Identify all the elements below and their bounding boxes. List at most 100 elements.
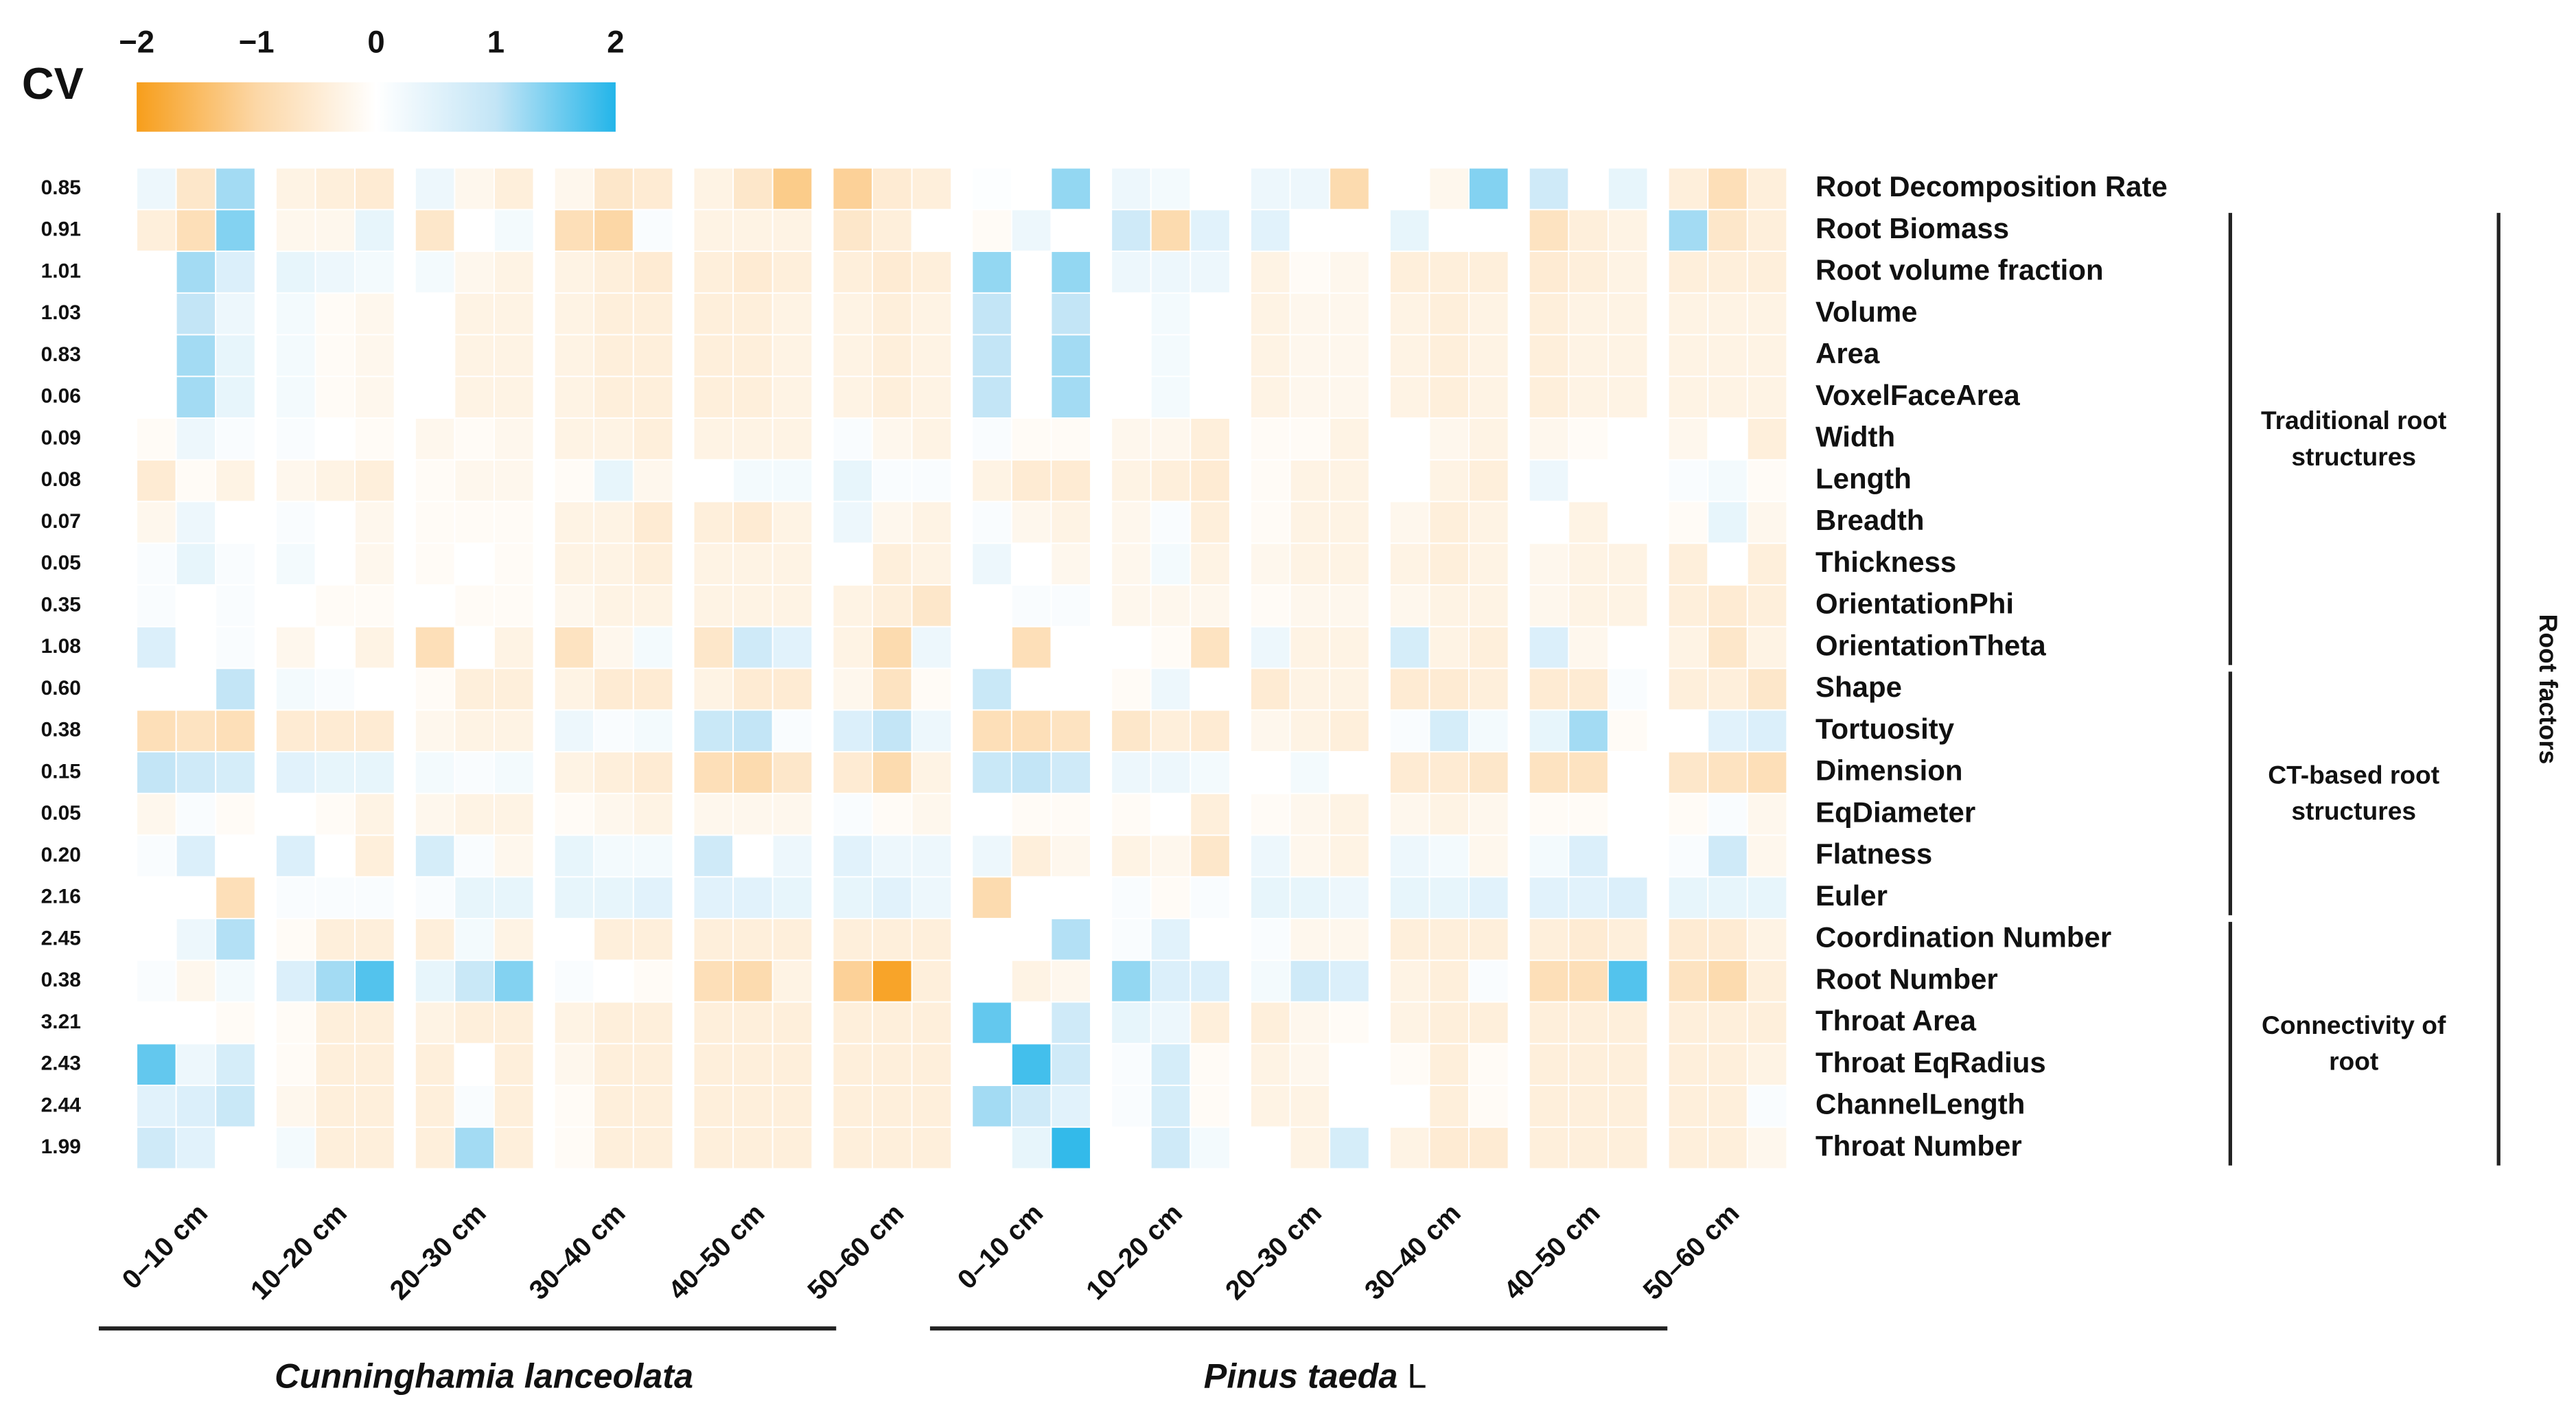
heatmap-cell [1746,876,1788,920]
heatmap-cell [1389,1001,1430,1045]
heatmap-cell [1111,459,1152,503]
heatmap-cell [1468,292,1509,336]
heatmap-cell [1568,876,1609,920]
heatmap-cell [1250,625,1291,669]
heatmap-cell [136,876,177,920]
heatmap-cell [971,918,1012,961]
heatmap-cell [215,209,256,253]
heatmap-cell [275,500,316,544]
heatmap-cell [732,1001,774,1045]
heatmap-cell [1468,542,1509,586]
cv-value: 0.83 [41,343,81,366]
heatmap-cell [1150,667,1192,711]
heatmap-cell [215,751,256,794]
row-label: Shape [1815,671,1902,703]
heatmap-cell [354,1001,395,1045]
heatmap-cell [1289,500,1331,544]
heatmap-cell [632,1001,674,1045]
heatmap-cell [1289,209,1331,253]
heatmap-cell [771,292,813,336]
heatmap-cell [1111,500,1152,544]
heatmap-cell [1568,500,1609,544]
heatmap-cell [1707,209,1748,253]
heatmap-cell [553,584,595,627]
heatmap-cell [1528,1085,1570,1128]
heatmap-cell [732,792,774,836]
heatmap-cell [314,959,356,1003]
heatmap-cell [414,209,456,253]
heatmap-cell [1050,459,1091,503]
heatmap-cell [275,334,316,378]
heatmap-cell [1010,417,1052,461]
heatmap-cell [971,625,1012,669]
heatmap-cell [1150,1043,1192,1087]
row-label: OrientationTheta [1815,629,2046,661]
heatmap-cell [414,876,456,920]
cv-value: 0.15 [41,760,81,783]
heatmap-cell [732,918,774,961]
row-label: Root Number [1815,962,1998,995]
x-group-label: 20–30 cm [1220,1198,1327,1306]
heatmap-cell [1010,500,1052,544]
heatmap-cell [832,1001,873,1045]
heatmap-cell [136,167,177,211]
heatmap-cell [872,1001,913,1045]
heatmap-cell [275,834,316,878]
heatmap-cell [632,876,674,920]
heatmap-cell [414,1085,456,1128]
heatmap-cell [354,334,395,378]
heatmap-cell [414,1043,456,1087]
heatmap-cell [1428,709,1470,753]
heatmap-cell [693,709,734,753]
heatmap-cell [1528,167,1570,211]
heatmap-cell [1289,876,1331,920]
heatmap-cell [1329,751,1370,794]
heatmap-cell [175,1126,217,1170]
heatmap-cell [1289,709,1331,753]
heatmap-cell [593,751,634,794]
heatmap-cell [215,376,256,419]
heatmap-cell [693,834,734,878]
heatmap-cell [1428,542,1470,586]
heatmap-cell [693,1126,734,1170]
heatmap-cell [275,667,316,711]
heatmap-cell [1250,376,1291,419]
heatmap-cell [872,334,913,378]
heatmap-cell [632,376,674,419]
heatmap-cell [632,1126,674,1170]
heatmap-cell [1289,959,1331,1003]
heatmap-cell [693,876,734,920]
heatmap-cell [414,1001,456,1045]
row-label: Breadth [1815,504,1925,536]
heatmap-cell [1010,667,1052,711]
heatmap-cell [275,376,316,419]
heatmap-cell [1190,1126,1231,1170]
heatmap-cell [1607,584,1649,627]
heatmap-cell [136,417,177,461]
heatmap-cell [693,209,734,253]
heatmap-cell [1707,792,1748,836]
heatmap-cell [493,376,535,419]
heatmap-cell [832,1126,873,1170]
heatmap-cell [1050,209,1091,253]
heatmap-cell [1050,959,1091,1003]
heatmap-cell [832,376,873,419]
heatmap-cell [175,584,217,627]
heatmap-cell [354,709,395,753]
heatmap-cell [1329,792,1370,836]
heatmap-cell [1428,376,1470,419]
heatmap-cell [1707,292,1748,336]
heatmap-cell [1607,1126,1649,1170]
heatmap-cell [593,667,634,711]
heatmap-cell [454,1085,495,1128]
heatmap-cell [1111,1126,1152,1170]
row-label: Root volume fraction [1815,254,2104,286]
heatmap-cell [1746,584,1788,627]
heatmap-cell [1190,792,1231,836]
heatmap-cell [1667,792,1709,836]
heatmap-cell [314,251,356,294]
heatmap-cell [454,542,495,586]
heatmap-cell [593,376,634,419]
heatmap-cell [1111,542,1152,586]
heatmap-cell [771,1001,813,1045]
